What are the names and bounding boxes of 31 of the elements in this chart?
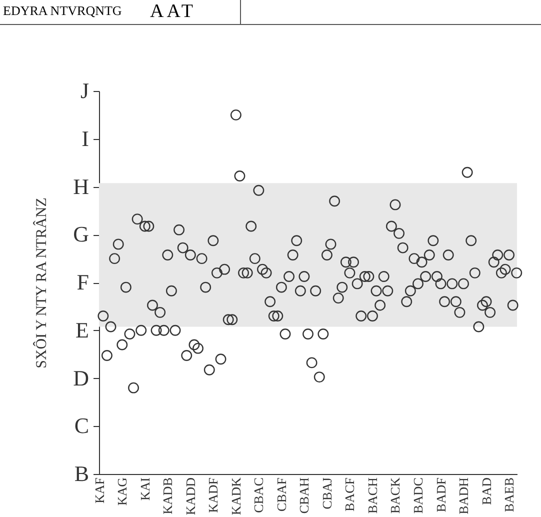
text: E: [76, 317, 89, 342]
x-tick-label: KADD: [182, 478, 198, 516]
x-tick-label: BAD: [478, 478, 494, 505]
text: I: [82, 126, 89, 151]
x-tick-label: KAI: [137, 478, 152, 501]
x-tick-label: KADK: [228, 476, 244, 516]
x-tick-label: BAEB: [502, 477, 517, 512]
chart-subtitle: EDYRA NTVRQNTG: [3, 3, 122, 19]
x-tick-label: CBAH: [296, 478, 312, 514]
text: B: [74, 461, 89, 486]
x-tick-label: KADF: [206, 478, 221, 513]
x-tick-label: CBAF: [274, 478, 289, 512]
text: G: [73, 222, 90, 247]
x-tick-label: BACK: [388, 476, 403, 514]
text: H: [73, 174, 90, 199]
text: D: [73, 365, 89, 390]
x-tick-label: BACH: [364, 478, 380, 514]
y-axis-title: SXÔI Y NTY RA NTRÂNZ: [33, 198, 50, 368]
text: F: [76, 270, 89, 294]
x-tick-label: CBAC: [251, 478, 266, 513]
x-tick-label: BADH: [456, 478, 472, 514]
x-tick-label: BADF: [433, 478, 448, 512]
x-tick-label: KADB: [160, 477, 176, 514]
text: C: [74, 413, 89, 438]
x-tick-label: KAF: [92, 478, 107, 504]
x-tick-label: BADC: [410, 478, 426, 514]
x-tick-label: KAG: [114, 478, 130, 506]
x-tick-label: BACF: [342, 478, 358, 512]
text: J: [80, 78, 90, 103]
x-tick-label: CBAJ: [319, 478, 334, 510]
chart-title: AAT: [150, 1, 196, 23]
